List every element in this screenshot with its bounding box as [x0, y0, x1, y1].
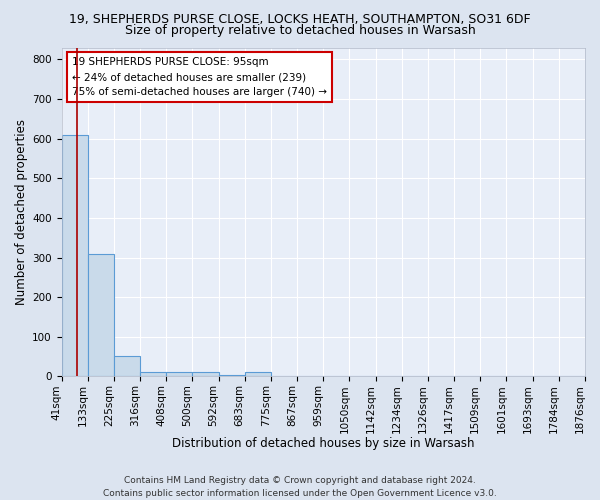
Text: 19 SHEPHERDS PURSE CLOSE: 95sqm
← 24% of detached houses are smaller (239)
75% o: 19 SHEPHERDS PURSE CLOSE: 95sqm ← 24% of… — [72, 58, 327, 97]
Bar — [140, 372, 166, 376]
Bar — [88, 254, 114, 376]
Bar — [193, 372, 218, 376]
Bar — [114, 356, 140, 376]
Text: 19, SHEPHERDS PURSE CLOSE, LOCKS HEATH, SOUTHAMPTON, SO31 6DF: 19, SHEPHERDS PURSE CLOSE, LOCKS HEATH, … — [69, 12, 531, 26]
Bar — [62, 136, 88, 376]
X-axis label: Distribution of detached houses by size in Warsash: Distribution of detached houses by size … — [172, 437, 475, 450]
Bar — [245, 372, 271, 376]
Bar — [166, 372, 193, 376]
Text: Contains HM Land Registry data © Crown copyright and database right 2024.
Contai: Contains HM Land Registry data © Crown c… — [103, 476, 497, 498]
Y-axis label: Number of detached properties: Number of detached properties — [15, 119, 28, 305]
Text: Size of property relative to detached houses in Warsash: Size of property relative to detached ho… — [125, 24, 475, 37]
